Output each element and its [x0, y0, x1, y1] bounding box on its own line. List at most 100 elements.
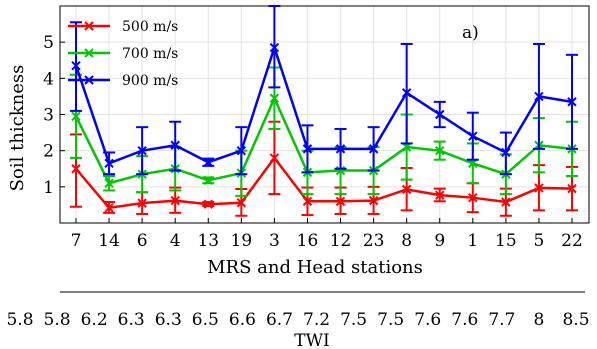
panel-label: a) — [462, 23, 479, 43]
legend-label: 700 m/s — [122, 46, 178, 62]
data-point — [567, 183, 577, 194]
point-marker — [236, 145, 247, 156]
twi-tick-label: 8 — [534, 310, 545, 330]
x-tick-label: 7 — [71, 231, 82, 251]
point-marker — [203, 157, 213, 167]
data-point — [468, 131, 478, 141]
x-tick-label: 4 — [170, 231, 181, 251]
y-tick-label: 5 — [43, 33, 54, 53]
point-marker — [534, 183, 544, 193]
data-point — [435, 190, 445, 200]
series-line — [75, 155, 573, 210]
twi-tick-label: 6.3 — [155, 310, 182, 330]
x-tick-label: 9 — [434, 231, 445, 251]
twi-tick-label: 7.6 — [414, 310, 441, 330]
data-point — [236, 145, 247, 156]
data-point — [104, 203, 114, 213]
series-line — [74, 95, 573, 185]
data-point — [137, 145, 147, 156]
point-marker — [468, 192, 478, 203]
point-marker — [269, 93, 280, 103]
point-marker — [71, 111, 81, 122]
x-tick-label: 19 — [231, 231, 253, 251]
point-marker — [435, 190, 445, 200]
legend: 500 m/s 700 m/s 900 m/s — [68, 19, 178, 89]
point-marker — [137, 198, 147, 208]
point-marker — [170, 140, 180, 150]
x-tick-label: 22 — [561, 231, 583, 251]
twi-tick-label: 6.3 — [118, 310, 145, 330]
data-point — [170, 195, 180, 206]
point-marker — [71, 164, 81, 174]
data-point — [203, 199, 213, 209]
data-point — [269, 42, 280, 53]
y-tick-label: 4 — [43, 69, 54, 89]
point-marker — [137, 145, 147, 156]
x-tick-label: 15 — [495, 231, 517, 251]
data-point — [567, 97, 577, 107]
y-axis-label: Soil thickness — [7, 65, 28, 192]
data-point — [435, 109, 445, 120]
data-point — [137, 198, 147, 208]
data-point — [435, 145, 445, 156]
point-marker — [335, 144, 346, 154]
data-point — [368, 195, 379, 206]
point-marker — [534, 91, 544, 102]
y-tick-label: 1 — [43, 178, 54, 198]
twi-tick-label: 6.5 — [192, 310, 219, 330]
legend-item: 900 m/s — [68, 73, 178, 89]
y-tick-label: 2 — [43, 142, 54, 162]
data-point — [401, 184, 412, 195]
twi-tick-label: 5.8 — [6, 310, 33, 330]
point-marker — [170, 195, 180, 206]
point-marker — [435, 145, 445, 156]
data-point — [269, 153, 280, 163]
point-marker — [302, 144, 313, 154]
point-marker — [567, 97, 577, 107]
data-point — [170, 140, 180, 150]
y-tick-label: 3 — [43, 106, 54, 126]
legend-item: 500 m/s — [68, 19, 178, 35]
data-point — [501, 197, 511, 207]
point-marker — [401, 88, 412, 98]
data-point — [302, 144, 313, 154]
point-marker — [335, 196, 346, 207]
data-point — [534, 91, 544, 102]
data-point — [501, 147, 511, 158]
x-tick-label: 14 — [98, 231, 120, 251]
point-marker — [368, 195, 379, 206]
series-3 — [70, 5, 578, 176]
legend-swatch-marker — [84, 48, 94, 58]
x-tick-label: 13 — [197, 231, 219, 251]
data-point — [236, 198, 247, 208]
x-tick-label: 12 — [330, 231, 352, 251]
legend-label: 500 m/s — [122, 19, 178, 35]
twi-tick-label: 7.5 — [340, 310, 367, 330]
x-tick-label: 23 — [363, 231, 385, 251]
point-marker — [567, 183, 577, 194]
point-marker — [501, 147, 511, 158]
data-point — [335, 196, 346, 207]
data-point — [335, 144, 346, 154]
data-point — [71, 111, 81, 122]
legend-swatch-marker — [84, 21, 94, 31]
point-marker — [203, 175, 213, 186]
x-tick-label: 8 — [401, 231, 412, 251]
data-point — [269, 93, 280, 103]
point-marker — [269, 42, 280, 53]
data-point — [104, 178, 114, 188]
point-marker — [401, 184, 412, 195]
x-tick-label: 5 — [534, 231, 545, 251]
data-point — [534, 183, 544, 193]
x-tick-label: 1 — [467, 231, 478, 251]
twi-axis-label: TWI — [294, 331, 330, 349]
x-tick-label: 3 — [269, 231, 280, 251]
point-marker — [71, 60, 81, 71]
twi-tick-label: 7.2 — [303, 310, 330, 330]
twi-tick-label: 6.7 — [266, 310, 293, 330]
data-point — [203, 157, 213, 167]
point-marker — [302, 196, 313, 207]
twi-tick-label: 8.5 — [562, 310, 589, 330]
